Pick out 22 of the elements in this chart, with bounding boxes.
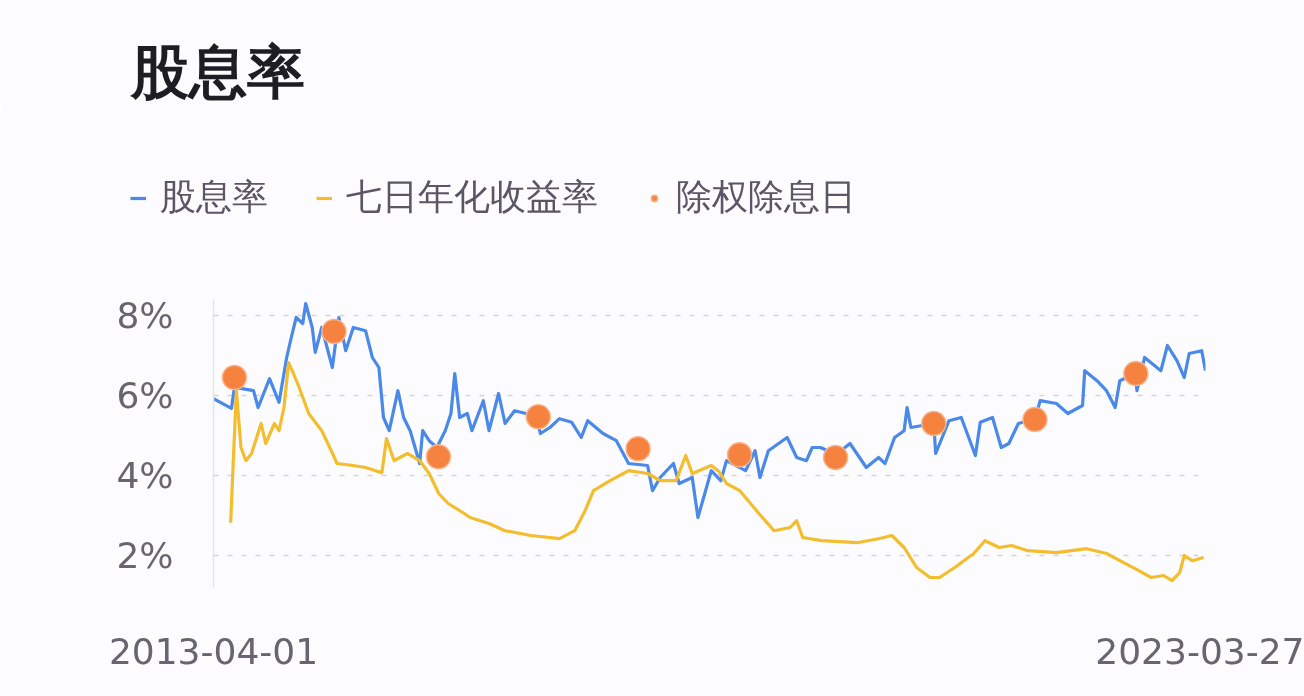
x-tick-label: 2013-04-01 xyxy=(108,630,319,672)
y-tick-label: 8% xyxy=(116,295,174,336)
point xyxy=(1123,360,1149,387)
chart-title: 股息率 xyxy=(128,37,305,106)
line-series xyxy=(229,361,1206,583)
point xyxy=(321,318,347,345)
point xyxy=(525,403,552,430)
y-tick-label: 2% xyxy=(116,535,174,576)
legend-label: 除权除息日 xyxy=(676,175,856,219)
y-tick-label: 6% xyxy=(116,375,174,416)
point xyxy=(425,443,452,470)
point xyxy=(822,444,849,471)
point xyxy=(1022,406,1048,433)
x-tick-label: 2023-03-27 xyxy=(1095,630,1304,672)
line-series xyxy=(213,301,1206,520)
legend-label: 七日年化收益率 xyxy=(346,175,598,219)
point xyxy=(625,435,651,462)
y-tick-label: 4% xyxy=(116,455,174,496)
legend-label: 股息率 xyxy=(160,175,268,219)
point xyxy=(921,410,947,437)
point xyxy=(221,364,248,391)
point xyxy=(726,441,753,468)
